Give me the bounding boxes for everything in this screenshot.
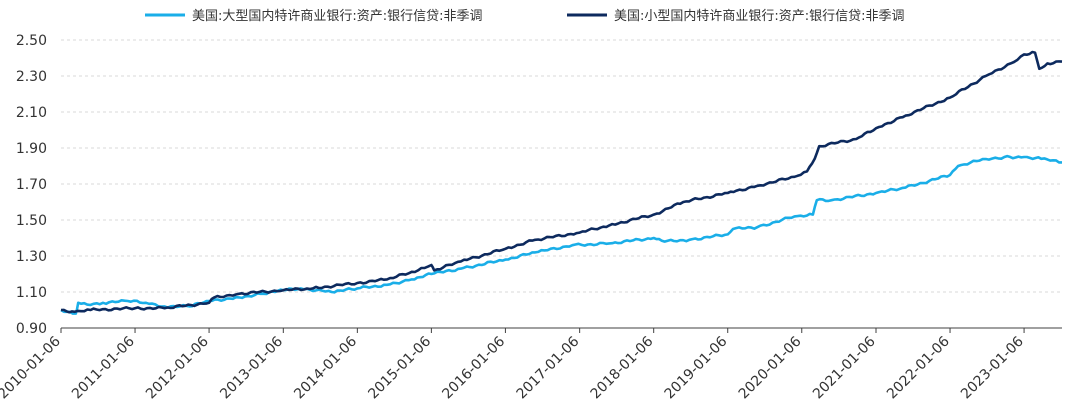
y-tick-label: 0.90 — [16, 321, 47, 337]
y-axis-tick-labels: 2.50 2.30 2.10 1.90 1.70 1.50 1.30 1.10 0.90 — [16, 33, 47, 337]
y-tick-label: 1.90 — [16, 141, 47, 157]
x-tick-label: 2012-01-06 — [143, 333, 212, 402]
series-line-small-banks — [60, 50, 1063, 314]
x-tick-label: 2013-01-06 — [217, 333, 286, 402]
y-tick-label: 2.30 — [16, 69, 47, 85]
x-tick-label: 2019-01-06 — [662, 333, 731, 402]
y-tick-label: 2.50 — [16, 33, 47, 49]
y-tick-label: 2.10 — [16, 105, 47, 121]
x-tick-label: 2011-01-06 — [69, 333, 138, 402]
x-tick-label: 2022-01-06 — [884, 333, 953, 402]
series-lines — [60, 50, 1063, 315]
x-tick-label: 2018-01-06 — [588, 333, 657, 402]
y-tick-label: 1.70 — [16, 177, 47, 193]
x-tick-label: 2017-01-06 — [514, 333, 583, 402]
legend-label-large-banks: 美国:大型国内特许商业银行:资产:银行信贷:非季调 — [192, 8, 483, 24]
y-tick-label: 1.50 — [16, 213, 47, 229]
x-tick-label: 2023-01-06 — [958, 333, 1027, 402]
legend-item-large-banks: 美国:大型国内特许商业银行:资产:银行信贷:非季调 — [145, 8, 483, 24]
x-tick-label: 2016-01-06 — [439, 333, 508, 402]
series-line-large-banks — [60, 154, 1062, 315]
x-tick-label: 2021-01-06 — [810, 333, 879, 402]
legend-item-small-banks: 美国:小型国内特许商业银行:资产:银行信贷:非季调 — [567, 8, 905, 24]
x-tick-label: 2015-01-06 — [365, 333, 434, 402]
legend-label-small-banks: 美国:小型国内特许商业银行:资产:银行信贷:非季调 — [614, 8, 905, 24]
x-tick-label: 2014-01-06 — [291, 333, 360, 402]
x-tick-label: 2010-01-06 — [0, 333, 64, 402]
x-tick-label: 2020-01-06 — [736, 333, 805, 402]
y-tick-label: 1.10 — [16, 285, 47, 301]
gridlines — [61, 39, 1062, 293]
x-axis: 2010-01-06 2011-01-06 2012-01-06 2013-01-06… — [0, 327, 1062, 402]
legend: 美国:大型国内特许商业银行:资产:银行信贷:非季调 美国:小型国内特许商业银行:… — [145, 8, 905, 24]
y-tick-label: 1.30 — [16, 249, 47, 265]
